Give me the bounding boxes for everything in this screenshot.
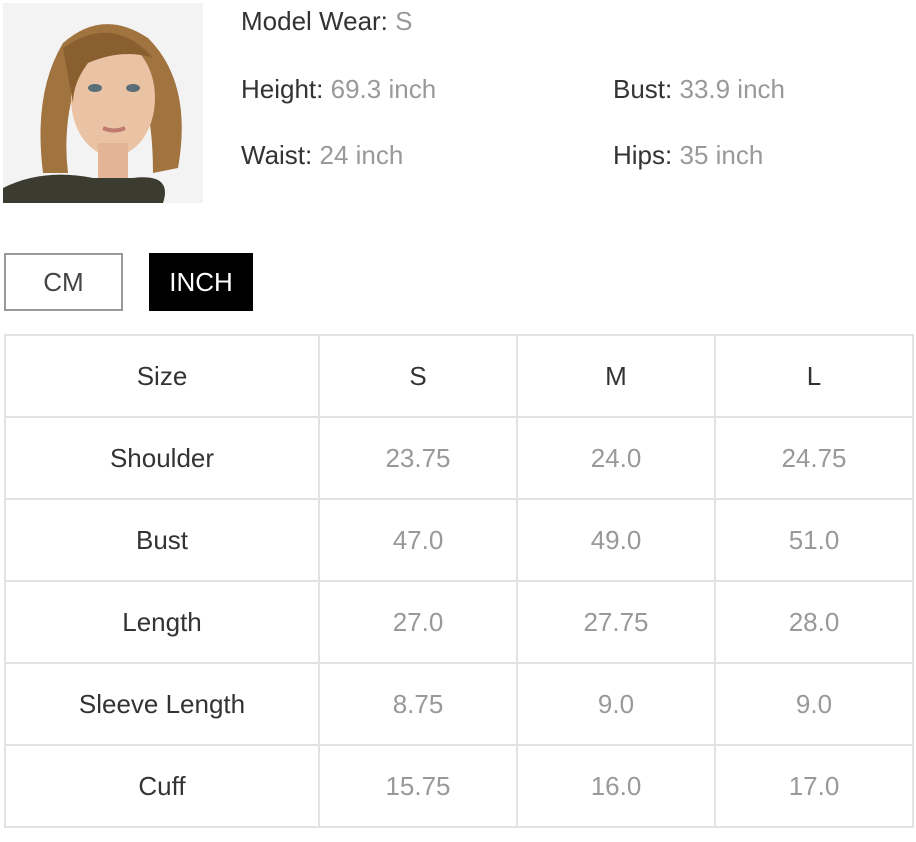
measurement-value: 47.0 bbox=[318, 498, 518, 582]
header-cell: Size bbox=[4, 334, 320, 418]
model-waist: Waist: 24 inch bbox=[241, 140, 403, 171]
model-wear-value: S bbox=[395, 6, 413, 36]
model-height-label: Height: bbox=[241, 74, 324, 104]
measurement-label: Bust bbox=[4, 498, 320, 582]
model-height: Height: 69.3 inch bbox=[241, 74, 436, 105]
inch-unit-button[interactable]: INCH bbox=[149, 253, 253, 311]
model-wear-label: Model Wear: bbox=[241, 6, 388, 36]
measurement-value: 9.0 bbox=[714, 662, 914, 746]
header-cell: M bbox=[516, 334, 716, 418]
model-photo bbox=[3, 3, 203, 203]
measurement-label: Length bbox=[4, 580, 320, 664]
measurement-label: Cuff bbox=[4, 744, 320, 828]
table-row: Bust 47.0 49.0 51.0 bbox=[4, 498, 914, 582]
measurement-value: 27.0 bbox=[318, 580, 518, 664]
model-wear: Model Wear: S bbox=[241, 6, 413, 37]
table-row: Length 27.0 27.75 28.0 bbox=[4, 580, 914, 664]
cm-unit-button[interactable]: CM bbox=[4, 253, 123, 311]
measurement-value: 23.75 bbox=[318, 416, 518, 500]
table-row: Sleeve Length 8.75 9.0 9.0 bbox=[4, 662, 914, 746]
measurement-value: 24.0 bbox=[516, 416, 716, 500]
model-hips-value: 35 inch bbox=[679, 140, 764, 170]
table-header-row: Size S M L bbox=[4, 334, 914, 418]
measurement-value: 49.0 bbox=[516, 498, 716, 582]
model-bust: Bust: 33.9 inch bbox=[613, 74, 785, 105]
measurement-value: 24.75 bbox=[714, 416, 914, 500]
model-waist-label: Waist: bbox=[241, 140, 313, 170]
measurement-value: 8.75 bbox=[318, 662, 518, 746]
measurement-value: 16.0 bbox=[516, 744, 716, 828]
measurement-label: Shoulder bbox=[4, 416, 320, 500]
model-height-value: 69.3 inch bbox=[330, 74, 437, 104]
size-chart-table: Size S M L Shoulder 23.75 24.0 24.75 Bust 47.0 49.… bbox=[4, 334, 914, 828]
table-row: Cuff 15.75 16.0 17.0 bbox=[4, 744, 914, 828]
model-hips: Hips: 35 inch bbox=[613, 140, 763, 171]
measurement-value: 51.0 bbox=[714, 498, 914, 582]
table-row: Shoulder 23.75 24.0 24.75 bbox=[4, 416, 914, 500]
measurement-value: 15.75 bbox=[318, 744, 518, 828]
header-cell: L bbox=[714, 334, 914, 418]
measurement-label: Sleeve Length bbox=[4, 662, 320, 746]
measurement-value: 17.0 bbox=[714, 744, 914, 828]
model-waist-value: 24 inch bbox=[319, 140, 404, 170]
measurement-value: 28.0 bbox=[714, 580, 914, 664]
model-bust-value: 33.9 inch bbox=[679, 74, 786, 104]
header-cell: S bbox=[318, 334, 518, 418]
model-hips-label: Hips: bbox=[613, 140, 673, 170]
measurement-value: 27.75 bbox=[516, 580, 716, 664]
measurement-value: 9.0 bbox=[516, 662, 716, 746]
model-bust-label: Bust: bbox=[613, 74, 673, 104]
